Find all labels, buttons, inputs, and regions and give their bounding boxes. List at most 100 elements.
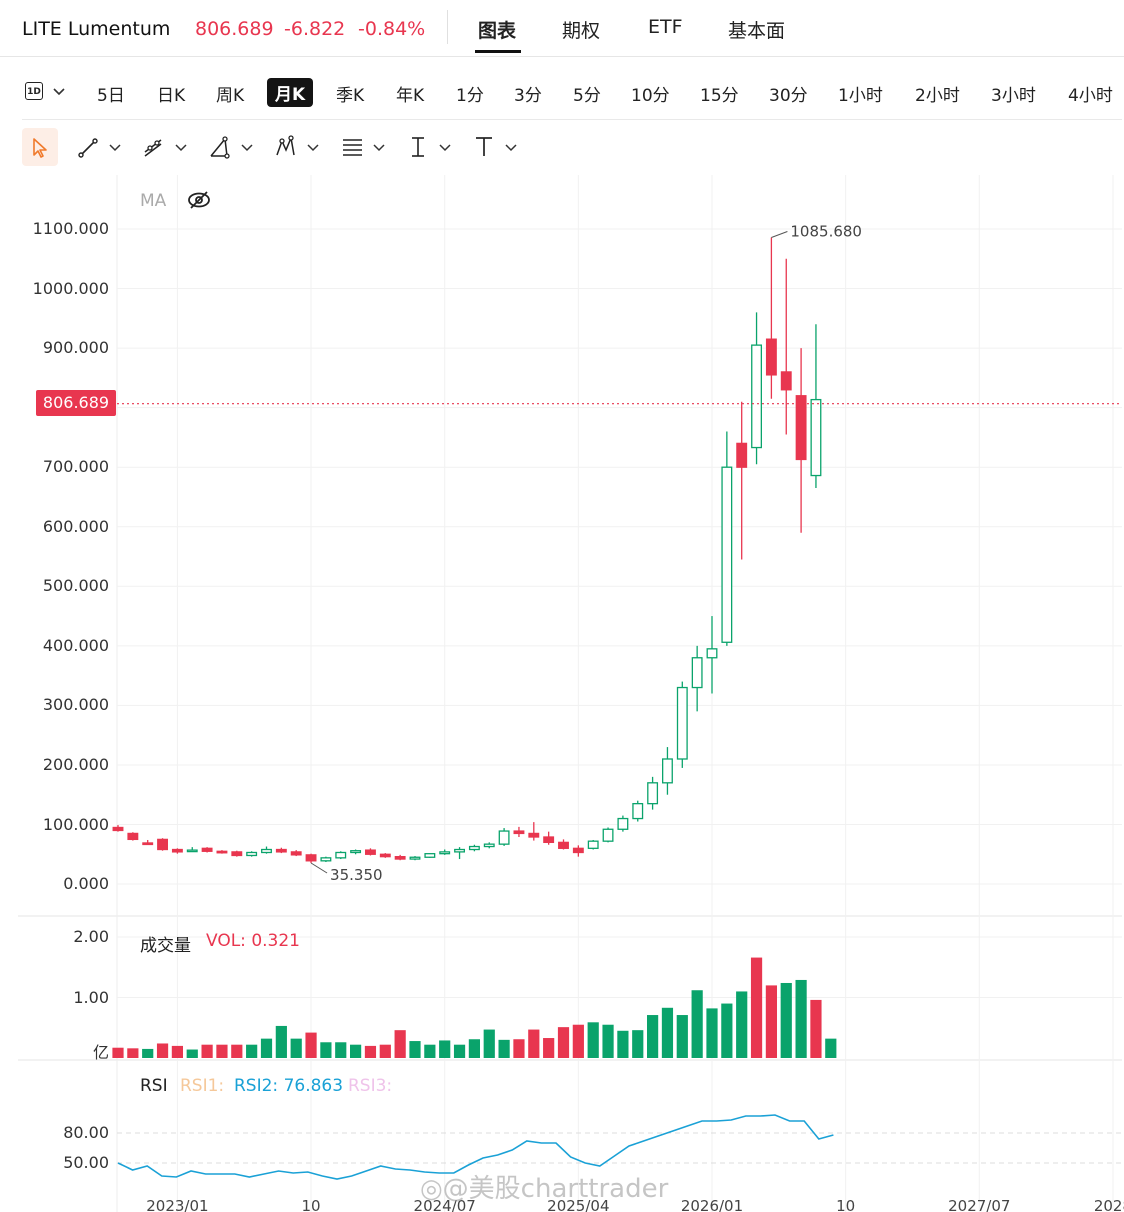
ma-indicator-label[interactable]: MA: [140, 191, 167, 211]
drawing-toolbar: [0, 128, 1124, 168]
candle: [810, 324, 822, 489]
triangle-tool[interactable]: [208, 128, 256, 166]
period-1m[interactable]: 1分: [456, 86, 484, 106]
candle-body: [558, 841, 569, 849]
candle-body: [186, 849, 198, 853]
period-3m[interactable]: 3分: [514, 86, 542, 106]
trend-line-icon: [78, 138, 121, 158]
volume-bar: [468, 1039, 480, 1058]
rsi2-label: RSI2: 76.863: [234, 1076, 344, 1096]
tab-etf[interactable]: ETF: [648, 16, 683, 38]
multi-line-tool[interactable]: [142, 128, 190, 166]
price-axis-label: 100.000: [42, 814, 109, 834]
candle-body: [305, 854, 317, 862]
candle: [186, 847, 198, 853]
volume-bar: [394, 1030, 406, 1058]
candle-body: [513, 830, 525, 835]
measure-icon: [412, 137, 451, 157]
period-month[interactable]: 月K: [267, 78, 314, 107]
price-axis-label: 700.000: [42, 457, 109, 477]
candle-body: [751, 344, 763, 449]
candle: [335, 851, 347, 860]
fib-tool[interactable]: [340, 128, 388, 166]
period-4h[interactable]: 4小时: [1068, 86, 1113, 106]
tab-fundamentals[interactable]: 基本面: [728, 20, 786, 42]
volume-bar: [231, 1044, 243, 1058]
volume-bar: [572, 1024, 584, 1058]
x-tick-label: 2024/07: [414, 1197, 476, 1212]
active-tab-indicator: [475, 50, 521, 53]
candle: [246, 851, 258, 857]
trend-line-tool[interactable]: [76, 128, 124, 166]
eye-hidden-icon[interactable]: [187, 190, 211, 210]
price-change-pct: -0.84%: [358, 18, 426, 40]
candle-body: [142, 842, 154, 846]
period-week[interactable]: 周K: [216, 86, 245, 106]
price-axis-label: 600.000: [42, 516, 109, 536]
period-5m[interactable]: 5分: [573, 86, 601, 106]
candle: [409, 856, 421, 861]
header: LITE Lumentum 806.689 -6.822 -0.84% 图表 期…: [0, 0, 1124, 57]
volume-bar: [647, 1015, 659, 1058]
volume-title: 成交量: [140, 936, 191, 956]
candle-body: [231, 851, 243, 857]
period-3h[interactable]: 3小时: [991, 86, 1036, 106]
volume-bar: [780, 982, 792, 1058]
period-10m[interactable]: 10分: [631, 86, 670, 106]
candle-body: [424, 853, 436, 858]
period-year[interactable]: 年K: [396, 86, 425, 106]
price-axis-label: 500.000: [42, 576, 109, 596]
period-toolbar: 1D 5日 日K 周K 月K 季K 年K 1分 3分 5分 10分 15分 30…: [0, 74, 1124, 110]
volume-bar: [706, 1008, 718, 1058]
period-quarter[interactable]: 季K: [336, 86, 365, 106]
volume-bar: [216, 1044, 228, 1058]
candle-body: [706, 648, 718, 659]
cursor-tool[interactable]: [22, 128, 58, 166]
tab-options[interactable]: 期权: [562, 20, 601, 42]
volume-bar: [275, 1025, 287, 1058]
period-1h[interactable]: 1小时: [838, 86, 883, 106]
period-2h[interactable]: 2小时: [915, 86, 960, 106]
candle: [439, 849, 451, 855]
chevron-down-icon[interactable]: [52, 87, 66, 97]
candle: [483, 842, 495, 849]
multi-line-icon: [144, 139, 187, 157]
period-5d[interactable]: 5日: [97, 86, 125, 106]
candle-body: [454, 848, 466, 853]
candle: [528, 822, 540, 841]
chart-canvas[interactable]: 2023/01 10 2024/07 2025/04 2026/01 10 2027/07 2…: [0, 175, 1124, 1212]
tab-chart[interactable]: 图表: [478, 20, 517, 42]
period-day[interactable]: 日K: [157, 86, 186, 106]
text-tool[interactable]: [472, 128, 520, 166]
candle: [112, 825, 124, 832]
volume-bar: [112, 1047, 124, 1058]
candle: [765, 237, 777, 399]
triangle-icon: [210, 136, 253, 159]
measure-tool[interactable]: [406, 128, 454, 166]
volume-bar: [617, 1030, 629, 1058]
period-15m[interactable]: 15分: [700, 86, 739, 106]
candle-body: [261, 848, 272, 854]
candle: [513, 826, 525, 838]
volume-bar: [765, 985, 777, 1058]
pattern-tool[interactable]: [274, 128, 322, 166]
candle-body: [364, 849, 376, 855]
price-axis-label: 900.000: [42, 338, 109, 358]
price-axis-label: 1000.000: [32, 278, 109, 298]
interval-icon[interactable]: 1D: [25, 82, 43, 100]
annotation-leader: [310, 862, 328, 874]
candle: [780, 258, 792, 435]
candle-body: [795, 395, 807, 461]
volume-bar: [156, 1043, 169, 1058]
candle: [543, 831, 555, 845]
candle: [394, 854, 406, 861]
candle-body: [127, 832, 139, 841]
high-annotation: 1085.680: [790, 223, 862, 241]
current-price-tag: 806.689: [36, 390, 116, 416]
period-30m[interactable]: 30分: [769, 86, 808, 106]
candle: [676, 681, 688, 768]
volume-axis-label: 2.00: [73, 927, 109, 946]
price-axis-label: 400.000: [42, 635, 109, 655]
candle: [305, 853, 317, 863]
candle: [350, 849, 362, 855]
